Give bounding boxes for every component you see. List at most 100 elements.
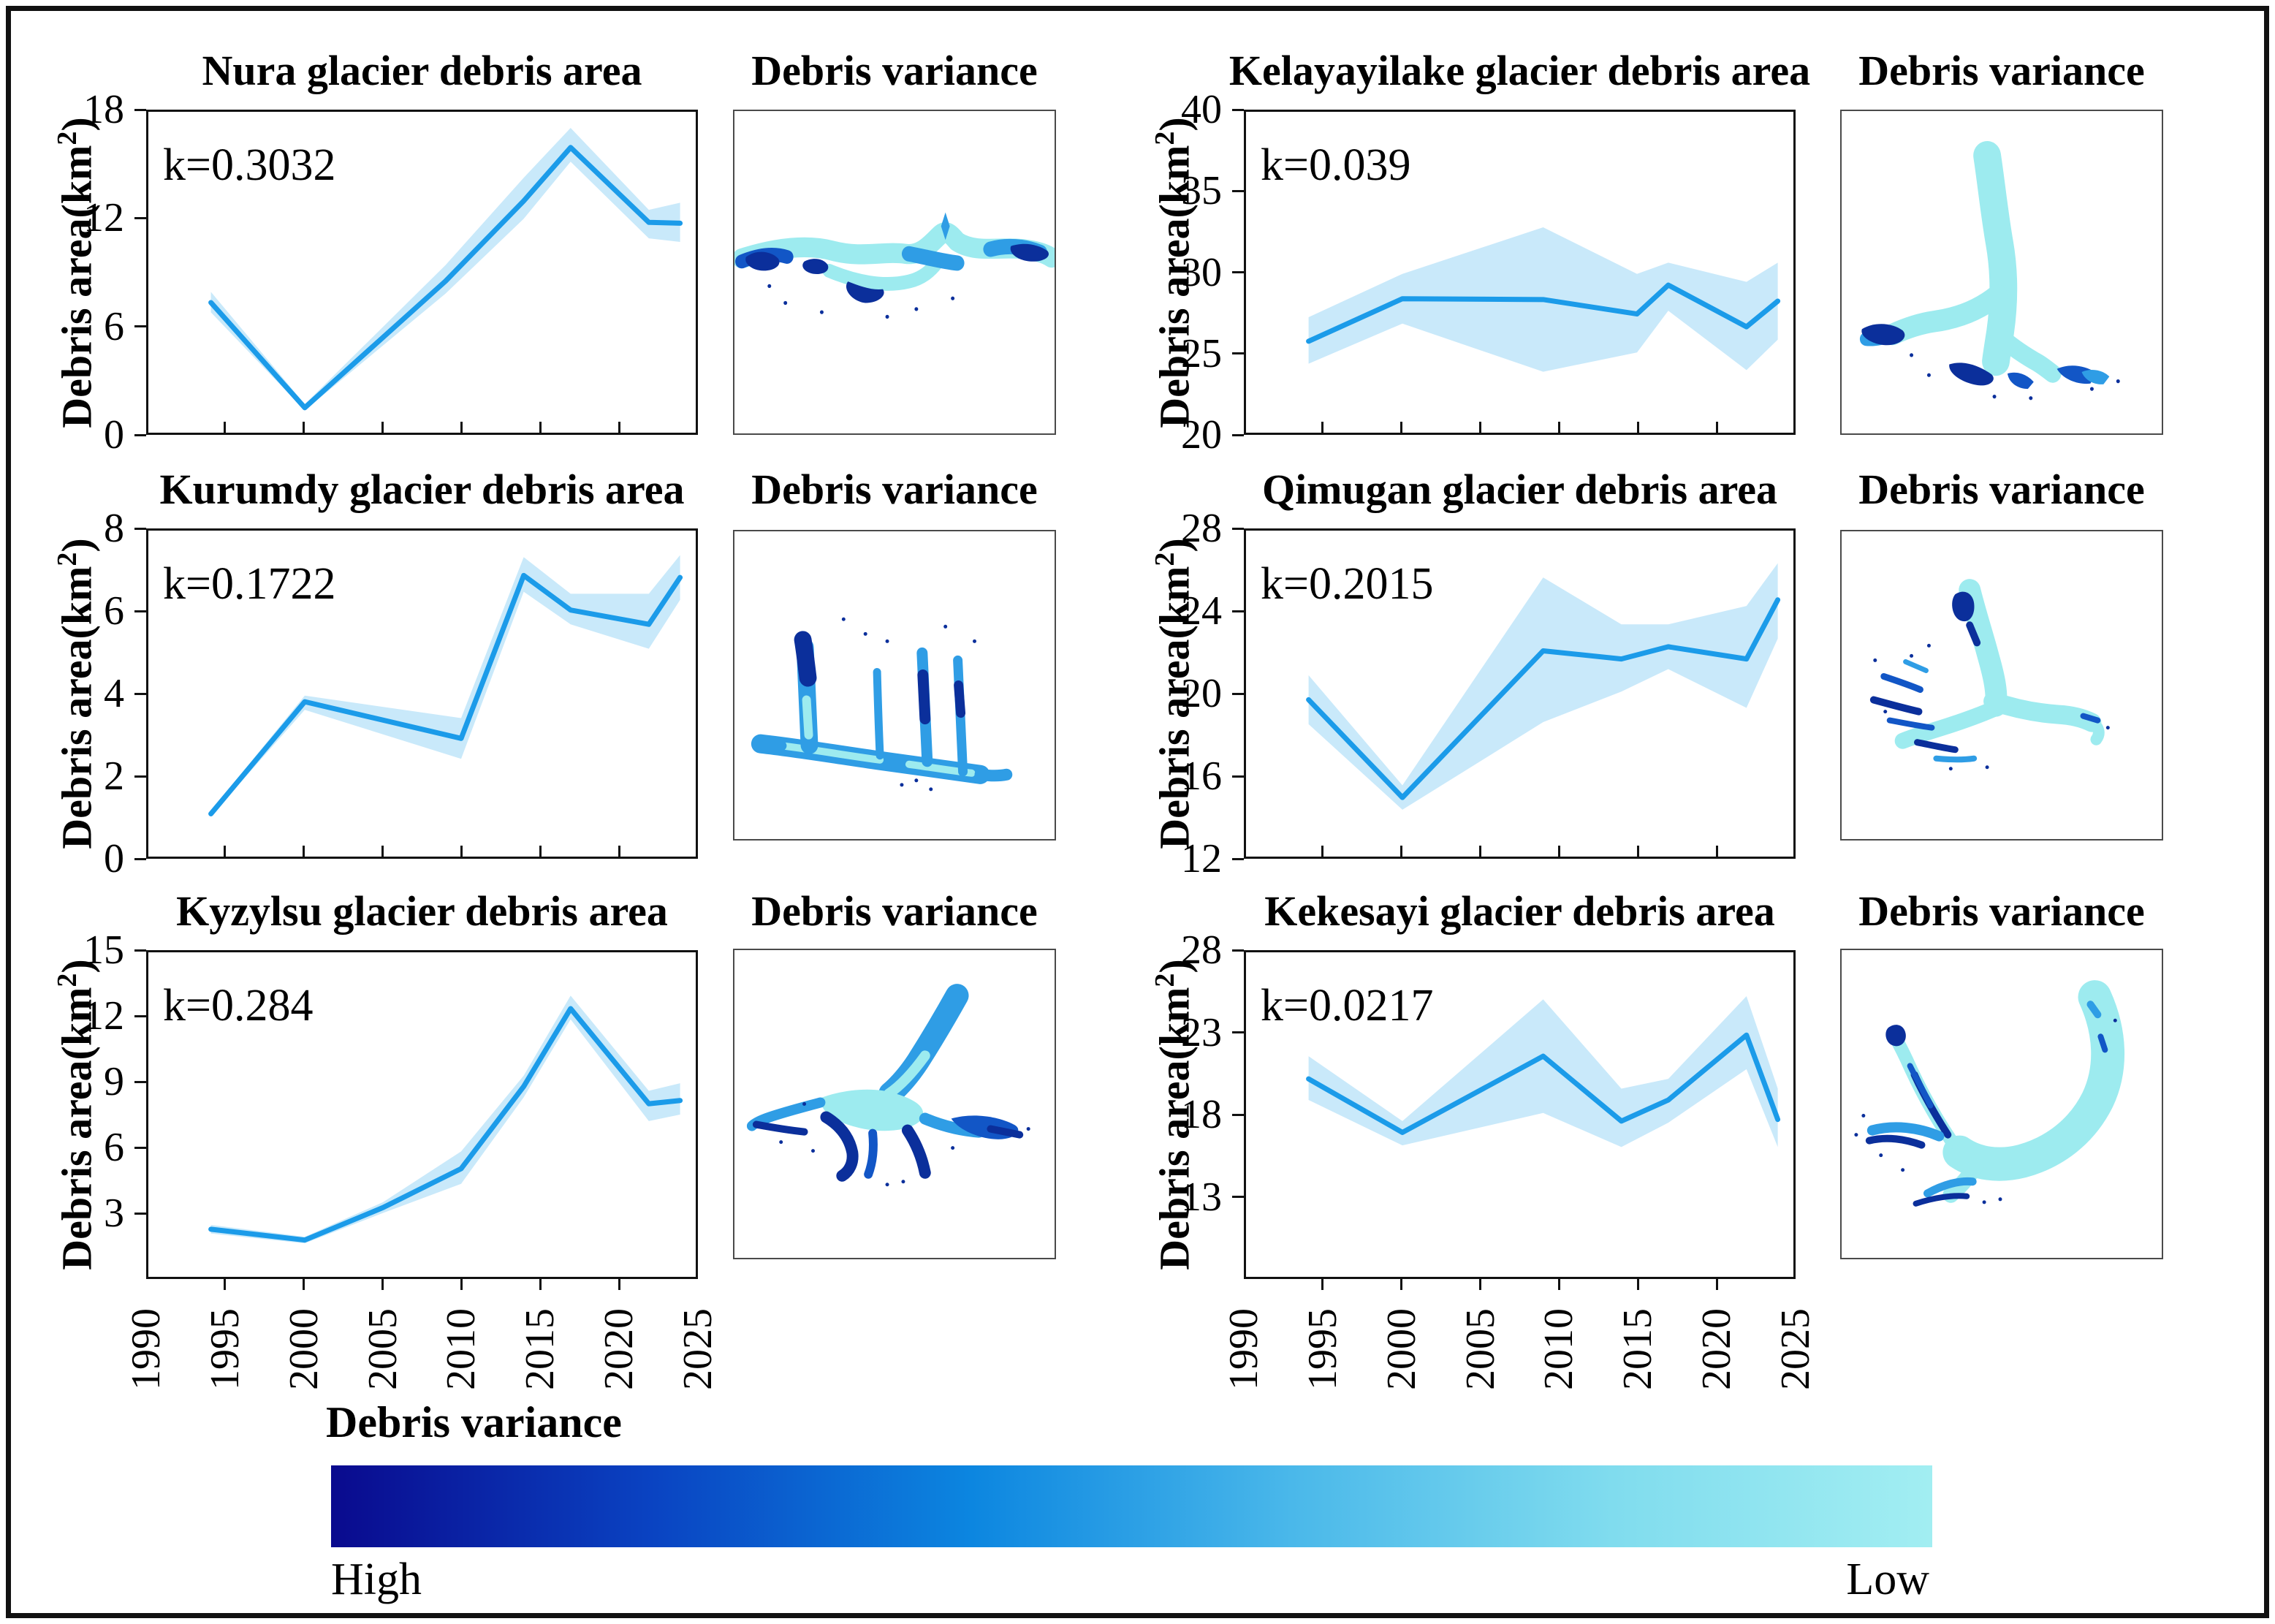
y-tick-label: 4 bbox=[104, 671, 124, 716]
y-tick-label: 6 bbox=[104, 1125, 124, 1170]
y-tick-label: 12 bbox=[1181, 836, 1222, 881]
y-tick-label: 6 bbox=[104, 303, 124, 349]
y-tick bbox=[1232, 692, 1244, 695]
x-tick bbox=[539, 846, 542, 857]
debris-area-line bbox=[208, 572, 683, 816]
y-tick bbox=[1232, 271, 1244, 273]
x-tick bbox=[303, 1279, 305, 1290]
k-value-label: k=0.0217 bbox=[1261, 981, 1434, 1031]
x-tick bbox=[1321, 422, 1324, 433]
k-value-label: k=0.1722 bbox=[163, 559, 336, 609]
y-tick-label: 20 bbox=[1181, 412, 1222, 458]
k-value-label: k=0.039 bbox=[1261, 140, 1411, 190]
x-tick bbox=[381, 1279, 384, 1290]
y-tick-label: 9 bbox=[104, 1059, 124, 1104]
x-tick bbox=[618, 422, 620, 433]
k-value-label: k=0.284 bbox=[163, 981, 314, 1031]
variance-map-qimugan bbox=[1840, 530, 2163, 841]
y-tick bbox=[1232, 189, 1244, 192]
map-title: Debris variance bbox=[751, 466, 1038, 513]
x-tick-label: 2010 bbox=[438, 1308, 485, 1390]
variance-map-kelayayilake bbox=[1840, 110, 2163, 435]
glacier-shape bbox=[1869, 579, 2110, 771]
chart-title: Kelayayilake glacier debris area bbox=[1228, 47, 1811, 94]
x-tick-label: 2020 bbox=[596, 1308, 642, 1390]
x-tick-label: 1990 bbox=[124, 1308, 169, 1390]
x-tick-label: 2000 bbox=[1378, 1308, 1424, 1390]
y-tick-label: 0 bbox=[104, 836, 124, 881]
y-tick-label: 28 bbox=[1181, 927, 1222, 973]
x-tick bbox=[381, 422, 384, 433]
line-chart-nura: k=0.3032 bbox=[146, 110, 698, 435]
x-tick bbox=[1636, 846, 1639, 857]
variance-map-kekesayi bbox=[1840, 949, 2163, 1259]
y-tick bbox=[1232, 1196, 1244, 1198]
y-tick bbox=[1232, 108, 1244, 111]
y-tick-label: 8 bbox=[104, 506, 124, 551]
y-tick-label: 20 bbox=[1181, 671, 1222, 716]
x-tick bbox=[1321, 846, 1324, 857]
x-tick-label: 2025 bbox=[1773, 1308, 1818, 1390]
colorbar-gradient bbox=[331, 1465, 1932, 1547]
x-tick-label: 2025 bbox=[675, 1308, 721, 1390]
x-tick bbox=[1400, 1279, 1403, 1290]
x-tick-label: 2005 bbox=[1457, 1308, 1503, 1390]
variance-map-kyzylsu bbox=[733, 949, 1056, 1259]
y-tick-label: 12 bbox=[83, 195, 124, 241]
y-tick bbox=[1232, 352, 1244, 355]
x-tick-label: 2020 bbox=[1694, 1308, 1740, 1390]
y-tick-label: 23 bbox=[1181, 1009, 1222, 1055]
x-tick bbox=[1479, 1279, 1482, 1290]
y-tick bbox=[134, 108, 146, 111]
y-tick bbox=[1232, 433, 1244, 436]
x-tick bbox=[303, 846, 305, 857]
figure-border bbox=[6, 6, 2269, 1618]
y-tick-label: 0 bbox=[104, 412, 124, 458]
chart-series bbox=[1306, 227, 1781, 372]
glacier-shape bbox=[734, 212, 1055, 319]
x-tick-label: 2015 bbox=[517, 1308, 563, 1390]
x-tick bbox=[1715, 846, 1718, 857]
line-chart-qimugan: k=0.2015 bbox=[1244, 528, 1796, 859]
y-tick bbox=[1232, 1031, 1244, 1033]
y-tick bbox=[134, 325, 146, 328]
x-tick bbox=[460, 422, 463, 433]
x-tick bbox=[1557, 422, 1560, 433]
chart-title: Kyzylsu glacier debris area bbox=[176, 887, 668, 935]
line-chart-kyzylsu: k=0.284 bbox=[146, 950, 698, 1279]
x-tick bbox=[618, 1279, 620, 1290]
x-tick bbox=[1479, 846, 1482, 857]
y-tick bbox=[134, 949, 146, 952]
map-title: Debris variance bbox=[751, 887, 1038, 935]
confidence-band bbox=[210, 995, 680, 1244]
colorbar-title: Debris variance bbox=[326, 1398, 622, 1446]
y-tick bbox=[1232, 1113, 1244, 1116]
y-tick bbox=[134, 1080, 146, 1083]
colorbar-low-label: Low bbox=[1846, 1555, 1929, 1604]
chart-title: Qimugan glacier debris area bbox=[1261, 466, 1778, 513]
y-tick-label: 3 bbox=[104, 1191, 124, 1236]
y-tick bbox=[1232, 857, 1244, 860]
y-tick-label: 13 bbox=[1181, 1174, 1222, 1220]
x-tick-label: 2000 bbox=[281, 1308, 327, 1390]
x-tick bbox=[460, 846, 463, 857]
y-tick bbox=[134, 692, 146, 695]
chart-series bbox=[208, 555, 683, 816]
y-tick-label: 2 bbox=[104, 754, 124, 799]
confidence-band bbox=[1308, 995, 1778, 1147]
glacier-shape bbox=[1854, 980, 2125, 1207]
chart-title: Nura glacier debris area bbox=[202, 47, 642, 94]
y-tick bbox=[134, 1212, 146, 1215]
y-tick bbox=[1232, 775, 1244, 778]
x-tick bbox=[303, 422, 305, 433]
x-tick bbox=[1715, 1279, 1718, 1290]
x-tick-label: 2005 bbox=[360, 1308, 406, 1390]
x-tick bbox=[224, 846, 227, 857]
y-tick-label: 6 bbox=[104, 588, 124, 634]
variance-map-kurumdy bbox=[733, 530, 1056, 841]
y-tick-label: 18 bbox=[83, 87, 124, 132]
map-title: Debris variance bbox=[751, 47, 1038, 94]
map-title: Debris variance bbox=[1858, 887, 2145, 935]
y-tick-label: 25 bbox=[1181, 330, 1222, 376]
x-tick bbox=[224, 422, 227, 433]
